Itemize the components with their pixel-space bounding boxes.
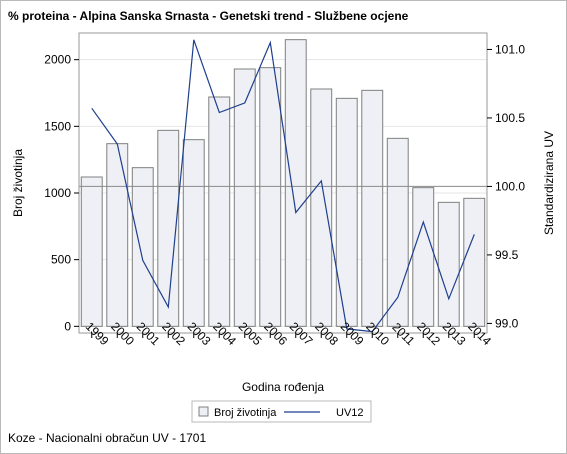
legend-box (191, 400, 372, 423)
bar-2005 (233, 68, 256, 327)
bar-2006 (259, 67, 282, 327)
left-tick-label: 0 (64, 319, 71, 333)
right-tick-label: 99.0 (495, 316, 519, 330)
bars (80, 39, 486, 327)
bar-2002 (157, 129, 180, 327)
bar-2004 (208, 96, 231, 327)
bar-1999 (80, 176, 103, 327)
legend: Broj životinja UV12 (191, 400, 372, 423)
bar-2012 (412, 187, 435, 327)
bar-2003 (182, 139, 205, 327)
y-axis-right-title: Standardizirana UV (542, 131, 556, 235)
uv12-line (91, 39, 475, 333)
left-tick-label: 1500 (44, 119, 71, 133)
chart-title: % proteina - Alpina Sanska Srnasta - Gen… (8, 9, 409, 23)
x-axis-title: Godina rođenja (242, 380, 324, 394)
bar-2009 (335, 97, 358, 327)
bar-2011 (386, 137, 409, 327)
right-tick-label: 99.5 (495, 248, 519, 262)
bar-2008 (310, 88, 333, 327)
legend-label-line: UV12 (336, 407, 364, 419)
left-tick-label: 2000 (44, 53, 71, 67)
plot-frame (78, 32, 488, 334)
bar-2000 (106, 143, 129, 327)
right-tick-label: 100.5 (495, 111, 525, 125)
right-tick-label: 100.0 (495, 179, 525, 193)
bar-2007 (284, 39, 307, 327)
bar-2013 (437, 201, 460, 327)
footnote: Koze - Nacionalni obračun UV - 1701 (8, 431, 207, 445)
legend-label-bar: Broj životinja (214, 407, 277, 419)
left-tick-label: 500 (51, 253, 71, 267)
left-tick-label: 1000 (44, 186, 71, 200)
y-axis-left-title: Broj životinja (11, 149, 25, 217)
uv-line (91, 39, 475, 333)
bar-2014 (463, 197, 486, 327)
legend-swatch-bar (198, 406, 209, 417)
bar-2010 (361, 89, 384, 327)
right-tick-label: 101.0 (495, 42, 525, 56)
bar-2001 (131, 167, 154, 327)
